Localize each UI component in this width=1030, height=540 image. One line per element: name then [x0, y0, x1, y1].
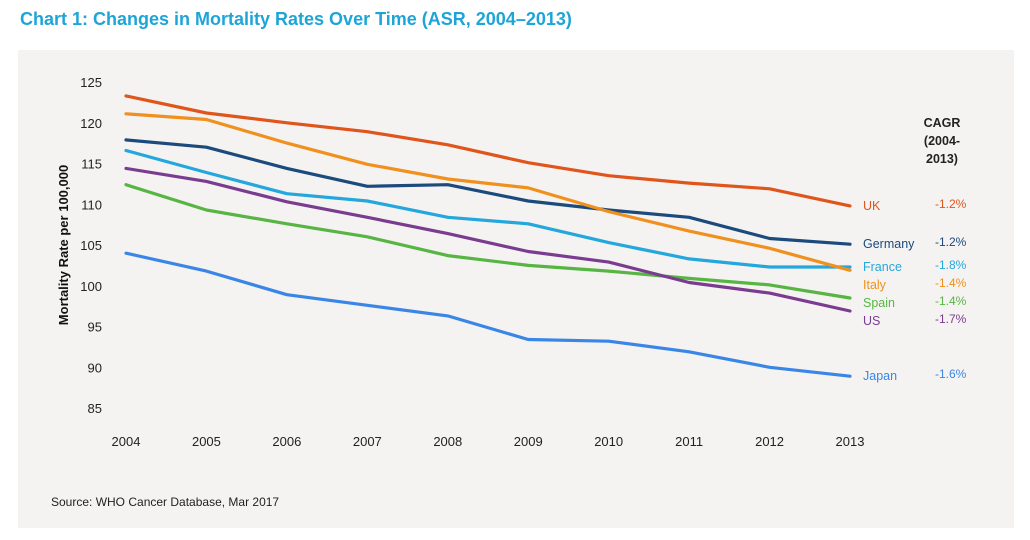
- x-tick-label: 2013: [836, 434, 865, 449]
- y-tick-label: 125: [80, 75, 102, 90]
- series-line-spain: [124, 183, 852, 300]
- x-tick-label: 2006: [272, 434, 301, 449]
- source-note: Source: WHO Cancer Database, Mar 2017: [51, 495, 280, 509]
- cagr-value-france: -1.8%: [935, 258, 967, 272]
- x-axis-ticks: 2004 2005 2006 2007 2008 2009 2010 2011 2012 2013: [112, 434, 865, 449]
- series-label-germany: Germany: [863, 237, 915, 251]
- cagr-value-germany: -1.2%: [935, 235, 967, 249]
- series-line-japan: [124, 251, 852, 378]
- x-tick-label: 2012: [755, 434, 784, 449]
- series-line-germany: [124, 138, 852, 246]
- cagr-value-spain: -1.4%: [935, 294, 967, 308]
- y-tick-label: 120: [80, 116, 102, 131]
- series-lines: [124, 94, 852, 378]
- y-axis-label: Mortality Rate per 100,000: [56, 165, 71, 325]
- cagr-values: -1.2% -1.2% -1.8% -1.4% -1.4% -1.7% -1.6%: [935, 197, 967, 381]
- cagr-value-uk: -1.2%: [935, 197, 967, 211]
- y-axis-ticks: 85 90 95 100 105 110 115 120 125: [80, 75, 102, 416]
- series-line-italy: [124, 112, 852, 272]
- cagr-header: CAGR (2004-2013): [923, 116, 961, 166]
- series-line-uk: [124, 94, 852, 208]
- series-line-us: [124, 166, 852, 313]
- series-label-italy: Italy: [863, 278, 887, 292]
- y-tick-label: 90: [88, 360, 102, 375]
- x-tick-label: 2008: [433, 434, 462, 449]
- series-label-france: France: [863, 260, 902, 274]
- x-tick-label: 2007: [353, 434, 382, 449]
- y-tick-label: 115: [81, 157, 102, 172]
- x-tick-label: 2004: [112, 434, 141, 449]
- series-labels: UK Germany France Italy Spain US Japan: [863, 199, 915, 383]
- y-tick-label: 95: [88, 320, 102, 335]
- cagr-value-us: -1.7%: [935, 312, 967, 326]
- cagr-value-japan: -1.6%: [935, 367, 967, 381]
- series-line-france: [124, 148, 852, 269]
- y-tick-label: 110: [81, 197, 102, 212]
- y-tick-label: 100: [80, 279, 102, 294]
- x-tick-label: 2010: [594, 434, 623, 449]
- x-tick-label: 2005: [192, 434, 221, 449]
- series-label-spain: Spain: [863, 296, 895, 310]
- series-label-uk: UK: [863, 199, 881, 213]
- y-tick-label: 85: [88, 401, 102, 416]
- cagr-value-italy: -1.4%: [935, 276, 967, 290]
- series-label-japan: Japan: [863, 369, 897, 383]
- x-tick-label: 2009: [514, 434, 543, 449]
- y-tick-label: 105: [80, 238, 102, 253]
- chart-panel: [18, 50, 1014, 528]
- series-label-us: US: [863, 314, 880, 328]
- x-tick-label: 2011: [675, 434, 703, 449]
- chart-title: Chart 1: Changes in Mortality Rates Over…: [20, 9, 572, 29]
